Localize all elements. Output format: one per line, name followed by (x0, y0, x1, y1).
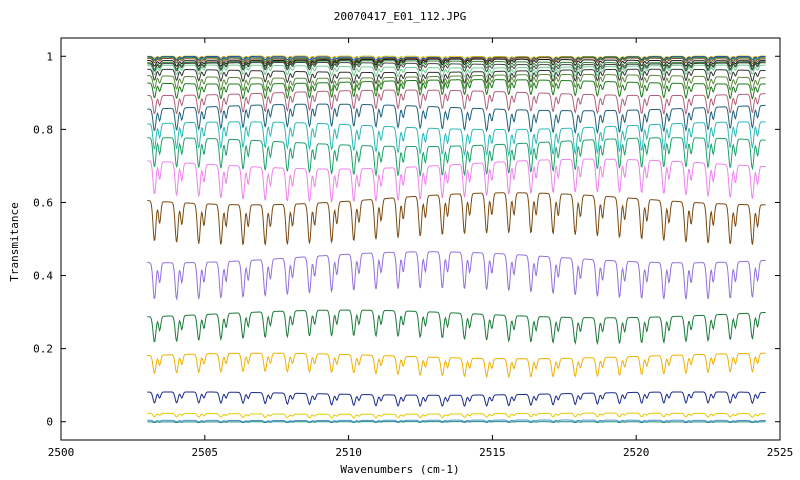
plot-frame (61, 38, 780, 440)
series-line-16 (147, 193, 765, 245)
series-line-19 (147, 353, 765, 377)
y-tick-label: 0.6 (33, 196, 53, 209)
series-group (147, 56, 765, 423)
x-tick-label: 2520 (623, 446, 650, 459)
y-tick-label: 0.2 (33, 343, 53, 356)
series-line-12 (147, 104, 765, 132)
y-tick-label: 1 (46, 50, 53, 63)
axis-ticks: 2500 2505 2510 2515 2520 2525 0 0.2 0.4 0.6 0.8 1 (33, 38, 793, 459)
transmitance-chart: 2500 2505 2510 2515 2520 2525 0 0.2 0.4 0.6 0.8 1 (0, 0, 800, 480)
y-axis-label: Transmitance (8, 187, 21, 297)
x-axis-label: Wavenumbers (cm-1) (0, 463, 800, 476)
series-line-15 (147, 159, 765, 202)
y-tick-label: 0.4 (33, 270, 53, 283)
x-tick-label: 2500 (48, 446, 75, 459)
y-tick-label: 0.8 (33, 123, 53, 136)
series-line-18 (147, 310, 765, 343)
x-tick-label: 2505 (192, 446, 219, 459)
y-tick-label: 0 (46, 416, 53, 429)
series-line-9 (147, 74, 765, 91)
series-line-17 (147, 252, 765, 300)
series-line-20 (147, 392, 765, 406)
series-line-21 (147, 413, 765, 418)
series-line-23 (147, 422, 765, 423)
series-line-13 (147, 122, 765, 155)
x-tick-label: 2515 (479, 446, 506, 459)
x-tick-label: 2525 (767, 446, 794, 459)
x-tick-label: 2510 (335, 446, 362, 459)
